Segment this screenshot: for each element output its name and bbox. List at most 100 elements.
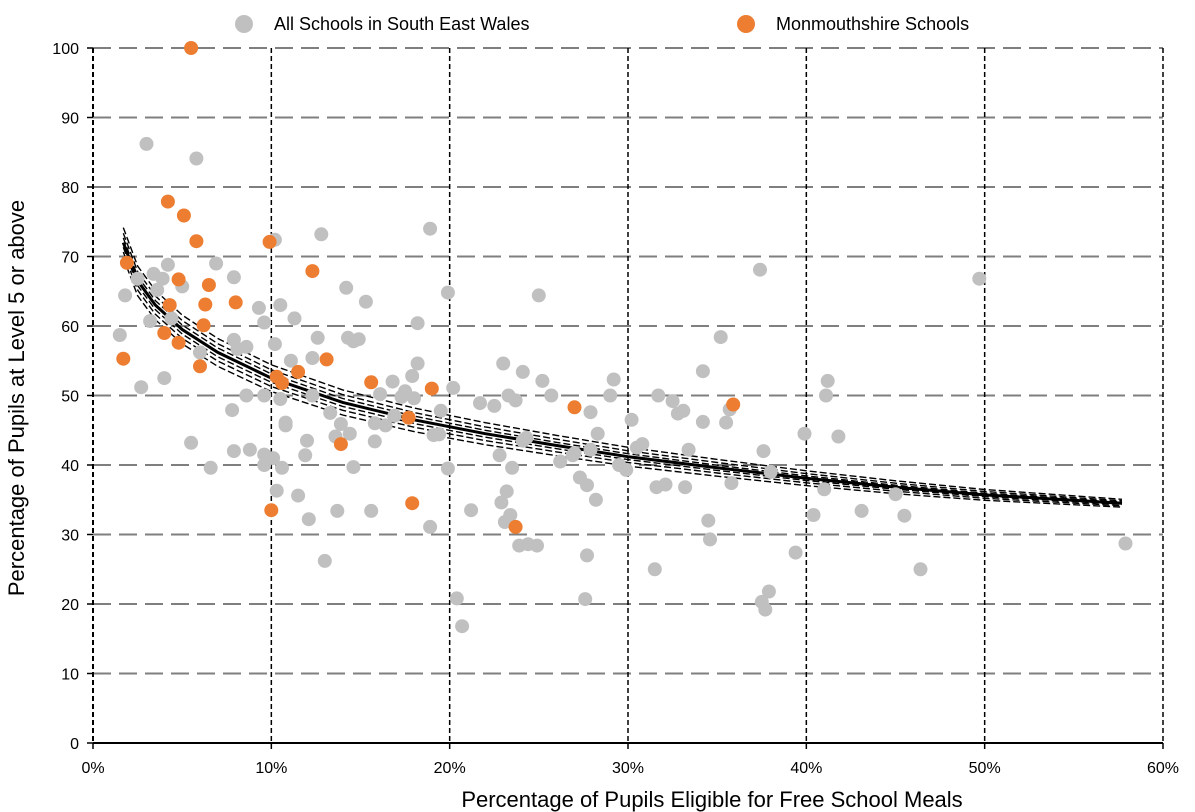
legend-label-monmouthshire: Monmouthshire Schools [776,14,969,34]
point-monmouthshire [116,351,131,366]
point-all-schools [267,337,282,352]
point-all-schools [407,391,421,406]
x-tick-label: 10% [255,760,287,777]
point-all-schools [283,353,298,368]
trend-line [122,232,1123,502]
point-monmouthshire [291,364,306,379]
point-monmouthshire [193,359,207,374]
point-monmouthshire [119,255,134,270]
point-monmouthshire [319,352,334,367]
point-all-schools [426,428,441,443]
point-all-schools [239,339,254,354]
point-all-schools [273,298,288,313]
point-monmouthshire [189,234,204,249]
point-all-schools [310,330,325,345]
point-all-schools [492,448,507,463]
point-all-schools [888,487,903,502]
tick-labels: 0 10 20 30 40 50 60 70 80 90 100 0% 10% 20% 30% 40% 50% 6… [52,41,1179,777]
point-all-schools [440,285,455,300]
point-all-schools [897,508,912,523]
point-all-schools [753,262,767,277]
point-all-schools [763,464,778,479]
trend-line [122,237,1123,503]
point-all-schools [367,434,382,449]
point-monmouthshire [162,298,177,313]
x-axis-title: Percentage of Pupils Eligible for Free S… [461,787,962,812]
point-all-schools [134,380,149,395]
point-all-schools [553,454,568,469]
point-monmouthshire [196,318,211,333]
series-monmouthshire [116,41,741,534]
point-all-schools [565,448,580,463]
point-all-schools [373,387,388,402]
point-all-schools [364,503,379,518]
point-all-schools [433,403,448,418]
point-all-schools [603,388,618,403]
x-tick-label: 40% [790,760,822,777]
point-monmouthshire [264,503,279,518]
axes [87,47,1164,749]
point-all-schools [266,451,281,466]
point-all-schools [535,373,550,388]
trend-line [122,251,1123,507]
point-all-schools [665,394,680,409]
point-monmouthshire [160,194,175,209]
point-all-schools [473,396,487,411]
point-all-schools [583,442,598,457]
point-all-schools [269,483,284,498]
point-all-schools [701,513,716,528]
point-monmouthshire [171,272,186,287]
y-tick-label: 100 [52,41,79,58]
x-tick-label: 50% [969,760,1001,777]
point-all-schools [358,294,373,309]
x-tick-label: 0% [81,760,104,777]
point-all-schools [496,356,511,371]
point-all-schools [314,227,329,242]
trend-line [122,257,1123,508]
point-all-schools [305,388,320,403]
point-all-schools [257,315,272,330]
point-all-schools [678,480,693,495]
point-all-schools [647,562,662,577]
point-monmouthshire [198,297,213,312]
point-all-schools [580,548,594,563]
point-all-schools [385,374,400,389]
point-all-schools [346,460,361,475]
point-monmouthshire [157,326,172,340]
y-tick-label: 40 [61,458,79,475]
point-all-schools [367,416,382,431]
point-all-schools [405,369,420,383]
point-all-schools [1118,536,1133,551]
point-all-schools [797,426,812,441]
point-all-schools [291,488,306,503]
point-all-schools [139,136,154,151]
point-all-schools [423,519,438,534]
point-all-schools [273,392,288,406]
point-monmouthshire [567,400,582,415]
gridlines [93,47,1164,743]
point-all-schools [112,328,127,342]
y-tick-label: 70 [61,250,79,267]
point-monmouthshire [305,264,320,279]
x-tick-label: 30% [612,760,644,777]
point-all-schools [209,256,224,271]
y-axis-title: Percentage of Pupils at Level 5 or above [4,200,29,596]
point-all-schools [515,433,530,448]
point-all-schools [494,495,509,510]
point-all-schools [239,388,254,403]
point-monmouthshire [275,376,289,390]
y-tick-label: 0 [70,736,79,753]
point-monmouthshire [171,335,186,350]
point-all-schools [788,545,803,560]
point-all-schools [193,345,207,360]
point-all-schools [544,388,559,403]
point-all-schools [505,460,520,475]
point-monmouthshire [228,295,243,310]
point-all-schools [831,429,846,444]
point-monmouthshire [364,375,379,390]
point-all-schools [578,592,593,607]
legend: All Schools in South East Wales Monmouth… [235,14,969,34]
point-all-schools [155,271,170,286]
point-all-schools [580,478,594,493]
point-all-schools [189,151,204,166]
